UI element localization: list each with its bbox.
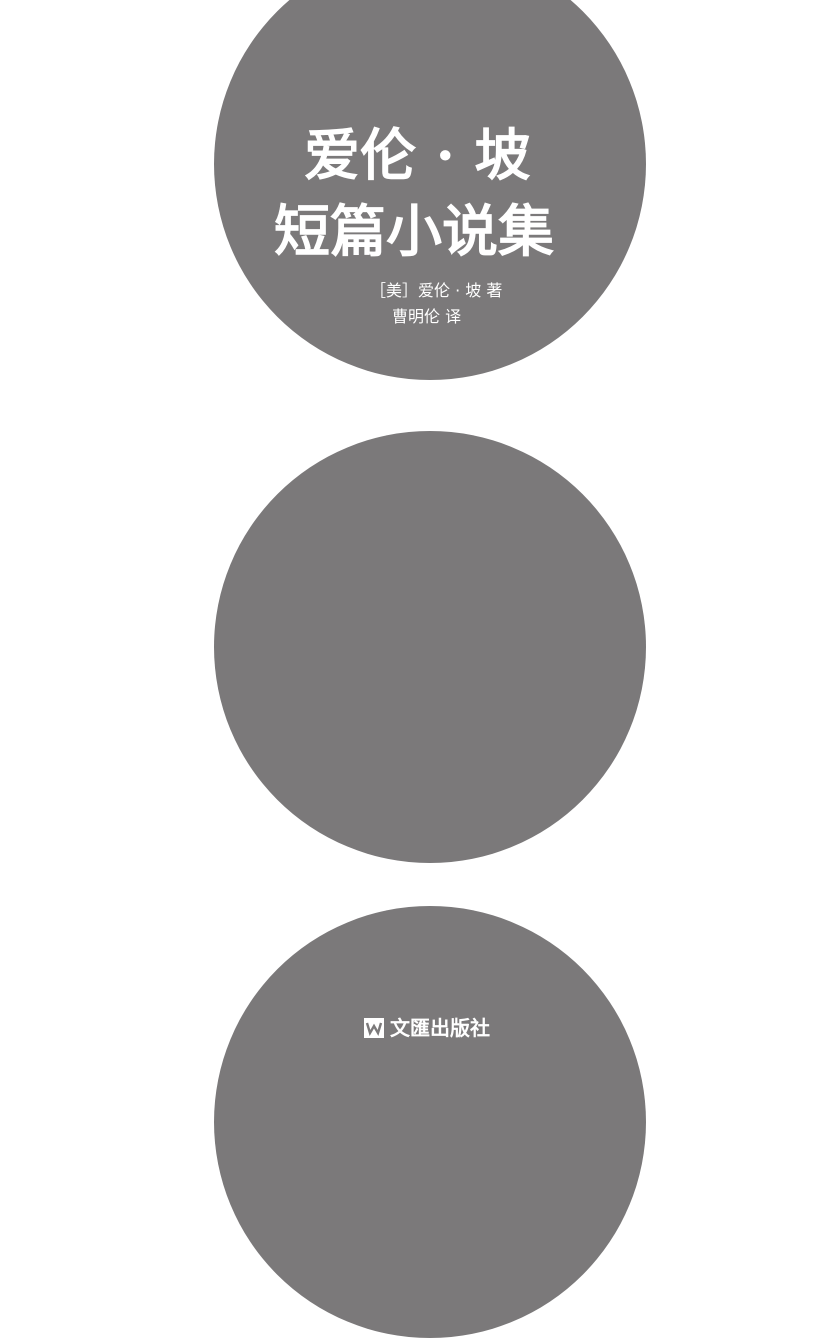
middle-circle [214,431,646,863]
bottom-circle [214,906,646,1338]
publisher-logo-icon [364,1018,384,1038]
publisher-name: 文匯出版社 [390,1016,490,1040]
book-title-line-2: 短篇小说集 [274,199,554,265]
publisher-block: 文匯出版社 [364,1018,490,1038]
translator-credit: 曹明伦 译 [392,307,462,326]
book-title-line-1: 爱伦 · 坡 [304,123,531,189]
top-circle [214,0,646,380]
author-credit: ［美］爱伦 · 坡 著 [370,281,503,300]
